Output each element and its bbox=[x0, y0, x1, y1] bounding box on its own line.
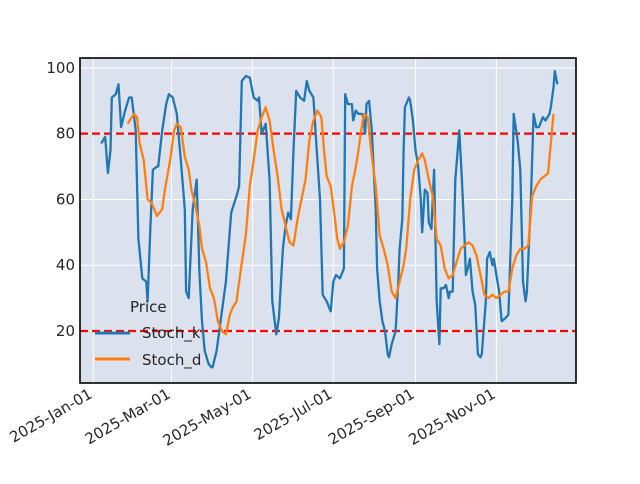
legend-title: Price bbox=[130, 298, 167, 316]
series-line-stoch-d bbox=[126, 106, 555, 336]
y-axis-ticks: 20 40 60 80 100 bbox=[46, 59, 75, 340]
x-tick-label: 2025-Jul-01 bbox=[251, 385, 335, 444]
x-axis-ticks: 2025-Jan-012025-Mar-012025-May-012025-Ju… bbox=[7, 385, 499, 450]
plot-border bbox=[79, 57, 577, 384]
y-tick-label: 100 bbox=[46, 59, 75, 77]
reference-lines bbox=[80, 132, 576, 333]
x-tick-label: 2025-Sep-01 bbox=[325, 385, 417, 449]
legend-label-stoch-d: Stoch_d bbox=[142, 351, 201, 370]
y-tick-label: 80 bbox=[56, 125, 75, 143]
series-lines bbox=[100, 70, 559, 369]
y-tick-label: 60 bbox=[56, 190, 75, 208]
y-tick-label: 20 bbox=[56, 322, 75, 340]
y-tick-label: 40 bbox=[56, 256, 75, 274]
x-tick-label: 2025-Mar-01 bbox=[82, 385, 174, 448]
legend-label-stoch-k: Stoch_k bbox=[142, 324, 201, 343]
x-tick-label: 2025-Nov-01 bbox=[405, 385, 498, 449]
legend: Price Stoch_k Stoch_d bbox=[95, 298, 201, 370]
series-line-stoch-k bbox=[100, 70, 559, 369]
x-tick-label: 2025-Jan-01 bbox=[7, 385, 96, 447]
plot-background bbox=[80, 58, 576, 383]
x-tick-label: 2025-May-01 bbox=[160, 385, 255, 450]
